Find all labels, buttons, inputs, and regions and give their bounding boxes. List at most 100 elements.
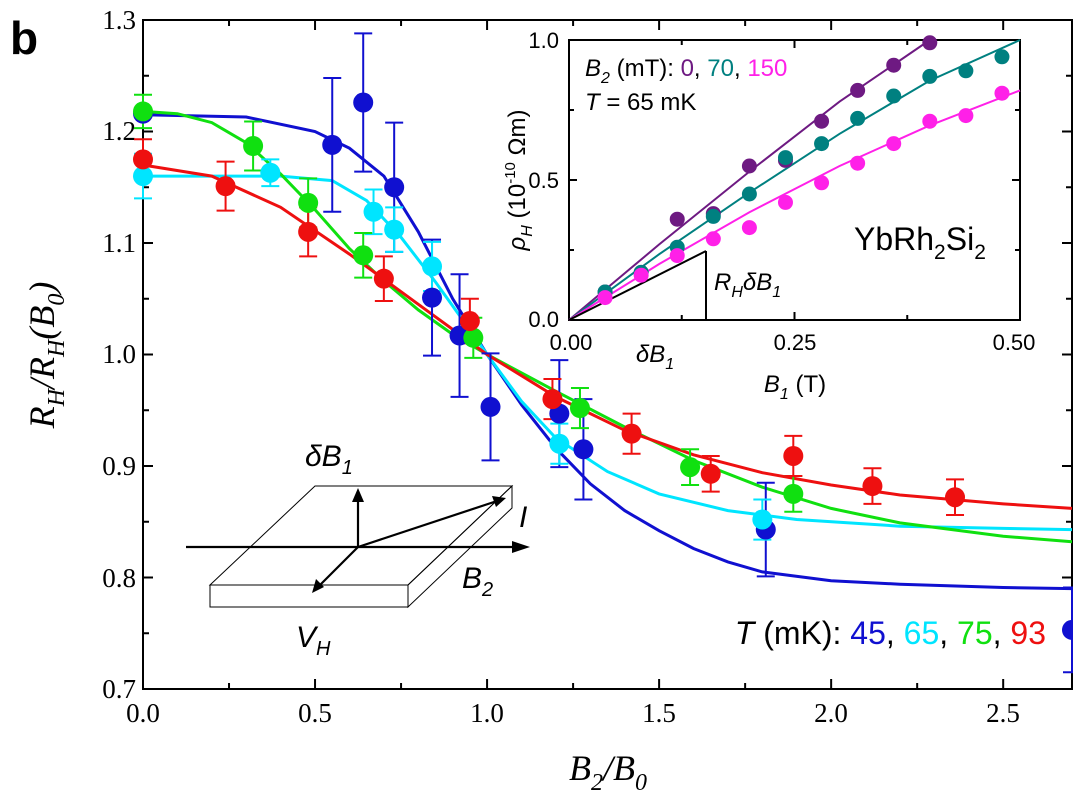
data-point-75mK — [133, 101, 153, 122]
main-legend: T (mK): 45, 65, 75, 93 — [735, 615, 1046, 651]
inset-x-tick-label: 0.50 — [993, 330, 1036, 355]
data-point-75mK — [463, 327, 484, 348]
inset-point-70mT — [886, 88, 902, 104]
inset-y-tick-label: 0.0 — [528, 307, 559, 332]
inset-point-0mT — [669, 211, 685, 227]
inset-legend-70: 70 — [707, 55, 734, 82]
main-legend-93: 93 — [1010, 615, 1046, 651]
main-y-tick-label: 1.1 — [102, 228, 136, 258]
main-y-tick-label: 1.0 — [102, 339, 136, 369]
inset-point-70mT — [958, 63, 974, 79]
inset-legend-0: 0 — [681, 55, 694, 82]
data-point-75mK — [243, 135, 264, 156]
main-legend-65: 65 — [904, 615, 940, 651]
inset-y-tick-label: 1.0 — [528, 28, 559, 53]
main-data-layer — [133, 32, 1073, 674]
schematic-vh-label: VH — [296, 621, 331, 660]
data-point-93mK — [133, 149, 153, 170]
data-point-93mK — [215, 176, 236, 197]
schematic-b2-label: B2 — [462, 562, 493, 601]
main-x-tick-label: 2.5 — [986, 698, 1020, 728]
slope-hypotenuse-line — [568, 250, 707, 321]
data-point-93mK — [945, 487, 966, 508]
data-point-75mK — [783, 483, 804, 504]
inset-point-70mT — [922, 68, 938, 84]
inset-point-70mT — [777, 150, 793, 166]
inset-point-70mT — [994, 49, 1010, 65]
data-point-75mK — [680, 457, 701, 478]
inset-point-0mT — [850, 82, 866, 98]
data-point-93mK — [542, 389, 563, 410]
data-point-45mK — [573, 439, 594, 460]
data-point-65mK — [363, 201, 384, 222]
main-y-tick-label: 0.9 — [102, 451, 136, 481]
inset-point-150mT — [597, 290, 613, 306]
b2-arrow — [357, 498, 501, 549]
data-point-45mK — [480, 396, 501, 417]
main-x-axis-label: B2/B0 — [569, 748, 647, 796]
data-point-93mK — [862, 476, 883, 497]
main-y-tick-label: 0.7 — [102, 674, 136, 704]
data-point-65mK — [752, 509, 773, 530]
inset-x-axis-label: B1 (T) — [764, 371, 826, 403]
inset-markers — [597, 35, 1010, 306]
data-point-65mK — [422, 256, 443, 277]
vh-arrow — [317, 546, 359, 588]
main-y-tick-label: 1.2 — [102, 116, 136, 146]
inset-point-150mT — [633, 267, 649, 283]
main-axis-ticks — [142, 19, 1072, 690]
main-x-tick-label: 0.0 — [126, 698, 160, 728]
data-point-75mK — [353, 245, 374, 266]
data-point-45mK — [353, 92, 374, 113]
inset-x-tick-label: 0.00 — [550, 330, 593, 355]
inset-point-150mT — [705, 231, 721, 247]
inset-tick-labels: 0.0 0.5 1.0 0.00 0.25 0.50 — [528, 28, 1035, 355]
data-point-93mK — [459, 311, 480, 332]
inset-point-150mT — [669, 248, 685, 264]
inset-point-70mT — [814, 136, 830, 152]
inset-point-150mT — [958, 108, 974, 124]
main-x-tick-label: 2.0 — [814, 698, 848, 728]
inset-axis-ticks — [568, 39, 1021, 321]
data-point-65mK — [384, 219, 405, 240]
inset-point-150mT — [850, 155, 866, 171]
data-point-65mK — [549, 433, 570, 454]
fit-curve-93mK — [142, 163, 1073, 510]
inset-point-0mT — [814, 113, 830, 129]
main-x-tick-label: 0.5 — [298, 698, 332, 728]
data-point-65mK — [260, 162, 281, 183]
inset-temperature: T = 65 mK — [585, 89, 696, 116]
slope-label: RHδB1 — [714, 269, 781, 301]
inset-point-70mT — [741, 186, 757, 202]
inset-fit-70mT — [568, 39, 1021, 321]
main-legend-45: 45 — [850, 615, 886, 651]
schematic-delta-b1-label: δB1 — [305, 440, 353, 479]
fit-curve-45mK — [142, 113, 1073, 591]
inset-data-layer — [568, 35, 1021, 321]
main-legend-75: 75 — [957, 615, 993, 651]
data-point-45mK — [322, 134, 343, 155]
inset-point-150mT — [814, 175, 830, 191]
inset-y-axis-label: ρH (10-10 Ωm) — [502, 110, 536, 252]
delta-b1-arrow-head — [352, 488, 364, 502]
panel-label: b — [10, 12, 38, 64]
main-x-tick-labels: 0.0 0.5 1.0 1.5 2.0 2.5 — [126, 698, 1020, 728]
data-point-93mK — [373, 268, 394, 289]
inset-x-tick-label: 0.25 — [774, 330, 817, 355]
fit-curve-65mK — [143, 174, 1073, 532]
inset-point-150mT — [922, 113, 938, 129]
data-point-45mK — [1062, 619, 1073, 640]
data-point-93mK — [298, 221, 319, 242]
schematic-current-label: I — [519, 501, 527, 534]
main-y-axis-label: RH/RH(B0) — [22, 282, 70, 430]
data-point-93mK — [783, 445, 804, 466]
data-point-45mK — [384, 177, 405, 198]
current-arrow-head — [512, 541, 530, 553]
main-x-tick-label: 1.5 — [642, 698, 676, 728]
data-point-93mK — [621, 423, 642, 444]
inset-legend: B2 (mT): 0, 70, 150 — [585, 55, 787, 87]
data-point-75mK — [569, 398, 590, 419]
data-point-65mK — [133, 166, 153, 187]
inset-point-0mT — [886, 57, 902, 73]
